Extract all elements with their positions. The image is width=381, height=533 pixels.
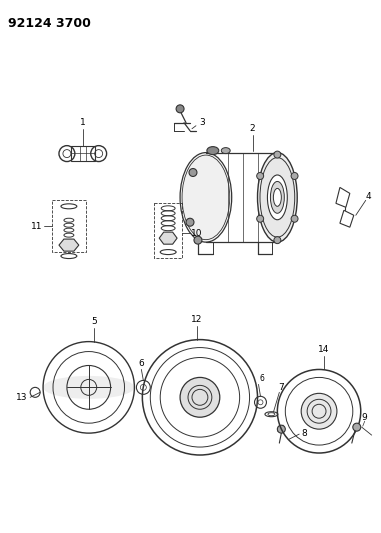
Text: 7: 7 <box>279 383 284 392</box>
Circle shape <box>291 215 298 222</box>
Text: 14: 14 <box>319 345 330 354</box>
Text: 4: 4 <box>366 192 371 201</box>
Polygon shape <box>336 188 350 207</box>
Ellipse shape <box>260 158 295 237</box>
Circle shape <box>301 393 337 429</box>
Text: 10: 10 <box>191 229 203 238</box>
Circle shape <box>353 423 361 431</box>
Polygon shape <box>340 211 354 227</box>
Ellipse shape <box>267 175 287 220</box>
Ellipse shape <box>271 181 284 213</box>
Ellipse shape <box>258 152 297 242</box>
Polygon shape <box>159 232 177 244</box>
Text: 2: 2 <box>250 124 255 133</box>
Text: 8: 8 <box>301 429 307 438</box>
Circle shape <box>274 237 281 244</box>
Circle shape <box>186 218 194 226</box>
Text: 11: 11 <box>31 222 43 231</box>
Text: 3: 3 <box>199 118 205 127</box>
Circle shape <box>257 215 264 222</box>
Text: 5: 5 <box>91 317 97 326</box>
Ellipse shape <box>207 147 219 155</box>
Circle shape <box>176 105 184 113</box>
Text: 12: 12 <box>191 315 203 324</box>
FancyBboxPatch shape <box>52 200 86 252</box>
Ellipse shape <box>221 148 230 154</box>
Circle shape <box>189 168 197 176</box>
FancyBboxPatch shape <box>71 146 95 160</box>
Ellipse shape <box>274 188 281 206</box>
Text: 92124 3700: 92124 3700 <box>8 17 91 30</box>
Circle shape <box>291 173 298 180</box>
Ellipse shape <box>182 155 230 240</box>
Text: 13: 13 <box>16 393 27 402</box>
Text: 6: 6 <box>138 359 144 368</box>
Text: 9: 9 <box>362 413 368 422</box>
Ellipse shape <box>180 152 232 242</box>
Circle shape <box>257 173 264 180</box>
Circle shape <box>277 425 285 433</box>
Text: 6: 6 <box>259 374 264 383</box>
Circle shape <box>274 151 281 158</box>
Ellipse shape <box>43 376 134 399</box>
Polygon shape <box>59 239 79 251</box>
Circle shape <box>180 377 220 417</box>
Text: 1: 1 <box>80 118 86 127</box>
Circle shape <box>194 236 202 244</box>
